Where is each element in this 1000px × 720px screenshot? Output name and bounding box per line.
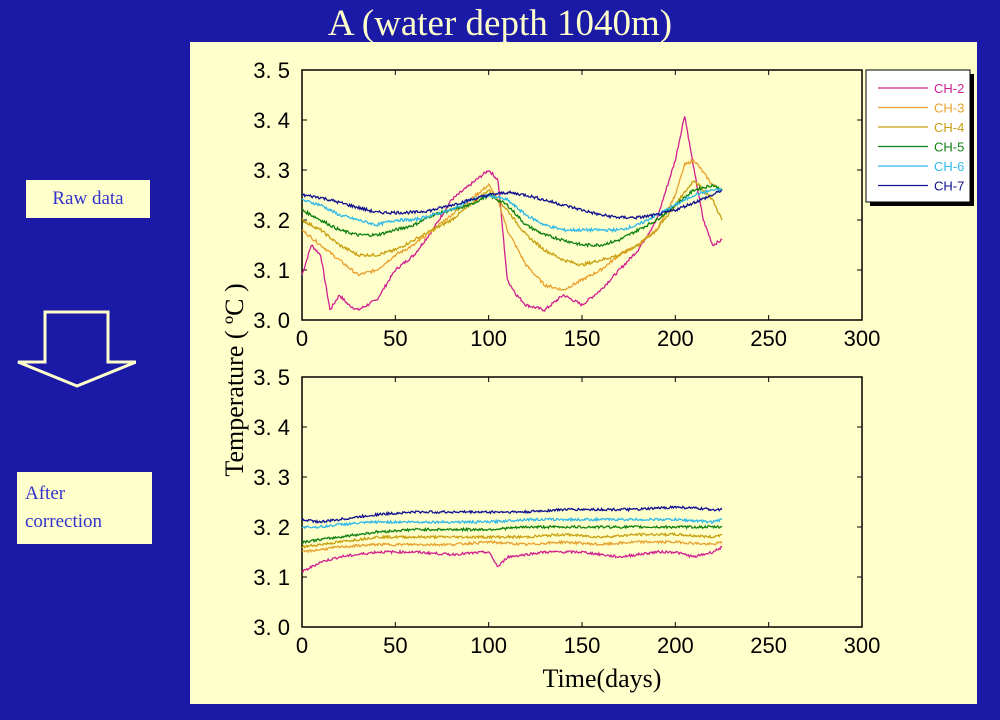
series-line-CH-3 <box>302 539 723 554</box>
x-axis-title: Time(days) <box>543 664 662 693</box>
x-tick-label: 250 <box>750 326 787 351</box>
series-line-CH-3 <box>301 158 723 292</box>
series-line-CH-7 <box>301 189 723 220</box>
y-tick-label: 3. 5 <box>253 58 290 83</box>
raw-data-label: Raw data <box>26 180 150 218</box>
legend-label: CH-6 <box>934 159 964 174</box>
x-tick-label: 300 <box>844 633 881 658</box>
y-tick-label: 3. 4 <box>253 108 290 133</box>
after-label-line2: correction <box>25 511 103 532</box>
chart-corrected: 0 50 100 150 200 250 300 3. 0 3. 1 3. 2 3. 3 3. 4 3.… <box>253 365 880 693</box>
y-tick-label: 3. 2 <box>253 208 290 233</box>
x-tick-label: 150 <box>564 326 601 351</box>
x-tick-label: 200 <box>657 633 694 658</box>
x-tick-label: 100 <box>470 326 507 351</box>
series-line-CH-4 <box>301 532 723 549</box>
y-tick-label: 3. 1 <box>253 565 290 590</box>
y-tick-label: 3. 2 <box>253 515 290 540</box>
plot-frame <box>301 69 863 321</box>
legend-label: CH-3 <box>934 101 964 116</box>
page-title: A (water depth 1040m) <box>327 3 673 44</box>
x-tick-label: 300 <box>844 326 881 351</box>
y-axis-title: Temperature ( ºC ) <box>220 283 249 476</box>
series-line-CH-7 <box>301 505 723 524</box>
y-tick-label: 3. 0 <box>253 615 290 640</box>
x-tick-label: 100 <box>470 633 507 658</box>
x-tick-label: 50 <box>383 633 407 658</box>
y-tick-label: 3. 3 <box>253 465 290 490</box>
legend-label: CH-5 <box>934 140 964 155</box>
legend-label: CH-2 <box>934 81 964 96</box>
series-line-CH-2 <box>301 116 723 313</box>
legend-label: CH-4 <box>934 120 964 135</box>
y-tick-label: 3. 1 <box>253 258 290 283</box>
series-line-CH-5 <box>301 183 723 248</box>
x-tick-label: 0 <box>296 633 308 658</box>
series-line-CH-4 <box>301 180 723 267</box>
legend <box>865 69 971 203</box>
x-tick-label: 0 <box>296 326 308 351</box>
x-tick-label: 150 <box>564 633 601 658</box>
x-tick-label: 200 <box>657 326 694 351</box>
y-tick-label: 3. 3 <box>253 158 290 183</box>
hollow-down-arrow-icon <box>17 310 136 388</box>
x-tick-label: 50 <box>383 326 407 351</box>
after-correction-label: After correction <box>17 472 152 544</box>
chart-panel <box>190 42 977 704</box>
y-tick-label: 3. 5 <box>253 365 290 390</box>
x-tick-label: 250 <box>750 633 787 658</box>
plot-frame <box>301 376 863 628</box>
legend-label: CH-7 <box>934 179 964 194</box>
y-tick-label: 3. 4 <box>253 415 290 440</box>
chart-raw: 0 50 100 150 200 250 300 3. 0 3. 1 3. 2 3. 3 3. 4 3.… <box>220 58 974 477</box>
after-label-line1: After <box>25 483 66 504</box>
y-tick-label: 3. 0 <box>253 308 290 333</box>
series-line-CH-2 <box>301 545 723 573</box>
series-line-CH-5 <box>301 524 723 545</box>
series-line-CH-6 <box>301 516 723 530</box>
